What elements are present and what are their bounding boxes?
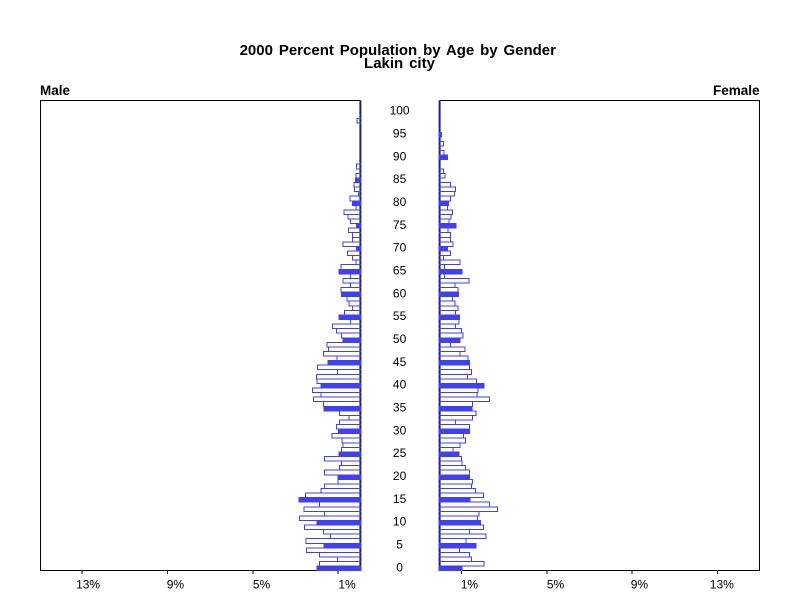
svg-text:13%: 13%	[710, 578, 734, 592]
svg-text:45: 45	[393, 355, 407, 369]
svg-text:1%: 1%	[461, 578, 479, 592]
svg-text:80: 80	[393, 195, 407, 209]
svg-text:100: 100	[390, 104, 410, 118]
svg-text:9%: 9%	[167, 578, 185, 592]
svg-text:13%: 13%	[76, 578, 100, 592]
svg-text:35: 35	[393, 401, 407, 415]
svg-text:9%: 9%	[631, 578, 649, 592]
svg-text:Male: Male	[40, 83, 71, 98]
svg-text:5%: 5%	[547, 578, 565, 592]
svg-text:60: 60	[393, 286, 407, 300]
svg-text:55: 55	[393, 309, 407, 323]
svg-text:5: 5	[396, 538, 403, 552]
svg-text:0: 0	[396, 560, 403, 574]
svg-text:20: 20	[393, 469, 407, 483]
svg-text:50: 50	[393, 332, 407, 346]
svg-text:5%: 5%	[253, 578, 271, 592]
svg-text:65: 65	[393, 263, 407, 277]
svg-text:85: 85	[393, 172, 407, 186]
svg-text:15: 15	[393, 492, 407, 506]
svg-text:Female: Female	[713, 83, 760, 98]
svg-text:40: 40	[393, 378, 407, 392]
svg-text:30: 30	[393, 423, 407, 437]
svg-text:Lakin city: Lakin city	[364, 55, 436, 72]
svg-text:95: 95	[393, 126, 407, 140]
svg-text:1%: 1%	[338, 578, 356, 592]
svg-text:90: 90	[393, 149, 407, 163]
svg-text:25: 25	[393, 446, 407, 460]
svg-text:70: 70	[393, 241, 407, 255]
svg-text:75: 75	[393, 218, 407, 232]
svg-text:10: 10	[393, 515, 407, 529]
svg-text:2000 Percent Population by Age: 2000 Percent Population by Age by Gender	[240, 42, 557, 59]
